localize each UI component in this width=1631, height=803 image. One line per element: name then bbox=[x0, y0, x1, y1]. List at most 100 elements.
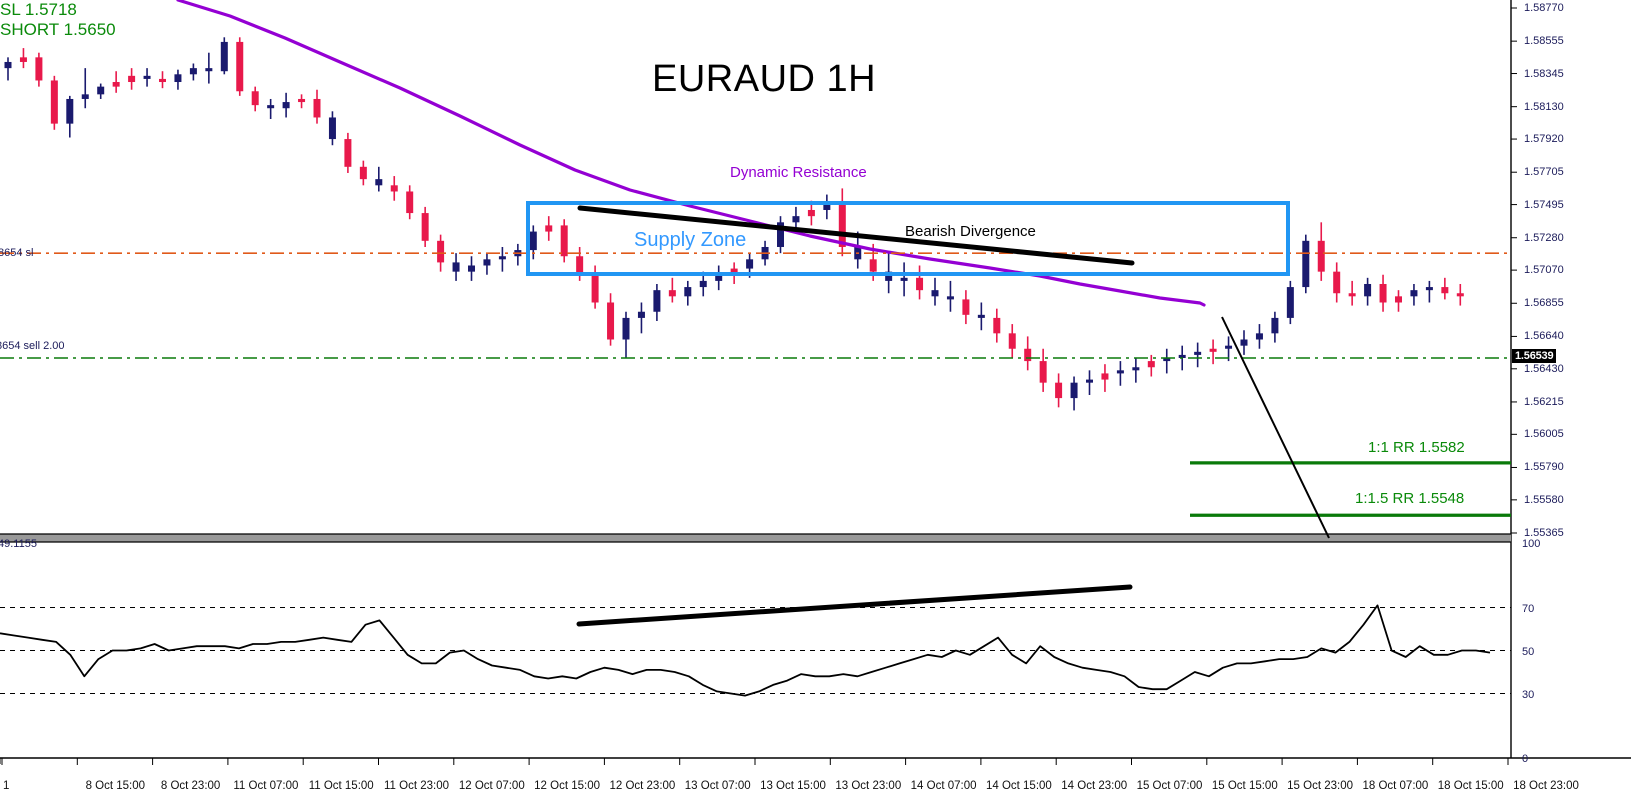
candle-body bbox=[1271, 317, 1279, 334]
supply-zone-label: Supply Zone bbox=[634, 229, 747, 251]
candle-body bbox=[205, 68, 213, 72]
candle-body bbox=[807, 209, 815, 217]
candle-body bbox=[869, 259, 877, 272]
candle-body bbox=[1255, 333, 1263, 340]
bearish-divergence-label: Bearish Divergence bbox=[905, 223, 1036, 240]
candle-body bbox=[421, 213, 429, 241]
price-tick-label: 1.55365 bbox=[1524, 527, 1564, 539]
candle-body bbox=[19, 57, 27, 62]
current-price-tag: 1.56539 bbox=[1512, 349, 1557, 363]
candle-body bbox=[1286, 287, 1294, 318]
candle-body bbox=[1441, 287, 1449, 294]
candle-body bbox=[298, 98, 306, 103]
candle-body bbox=[684, 287, 692, 297]
candle-body bbox=[282, 102, 290, 109]
candle-body bbox=[452, 262, 460, 272]
time-tick-label: 11 Oct 07:00 bbox=[233, 780, 299, 792]
time-tick-label: 11 Oct 23:00 bbox=[384, 780, 449, 792]
price-tick-label: 1.56430 bbox=[1524, 362, 1564, 375]
time-tick-label: 18 Oct 15:00 bbox=[1437, 780, 1504, 792]
price-projection-line[interactable] bbox=[1221, 316, 1330, 539]
candle-body bbox=[823, 203, 831, 210]
candle-body bbox=[1039, 361, 1047, 383]
candle-body bbox=[1055, 382, 1063, 399]
candle-body bbox=[792, 216, 800, 223]
candle-body bbox=[1101, 373, 1109, 380]
risk-reward-15-label: 1:1.5 RR 1.5548 bbox=[1355, 490, 1465, 507]
short-entry-label: SHORT 1.5650 bbox=[0, 20, 116, 39]
candle-body bbox=[1240, 339, 1248, 346]
candle-body bbox=[1194, 351, 1202, 355]
candle-body bbox=[529, 231, 537, 251]
candle-body bbox=[112, 82, 120, 87]
time-tick-label: 14 Oct 23:00 bbox=[1061, 780, 1128, 792]
candle-body bbox=[668, 290, 676, 297]
candle-body bbox=[359, 166, 367, 180]
pane-splitter bbox=[0, 534, 1511, 542]
candle-body bbox=[328, 117, 336, 140]
order-sell-line-label: 8654 sell 2.00 bbox=[0, 340, 65, 352]
time-tick-label: 13 Oct 07:00 bbox=[684, 780, 751, 792]
candle-body bbox=[1317, 240, 1325, 272]
price-tick-label: 1.57705 bbox=[1524, 166, 1564, 179]
candle-body bbox=[236, 41, 244, 92]
stop-loss-label: SL 1.5718 bbox=[0, 0, 77, 19]
candle-body bbox=[746, 259, 754, 269]
order-sl-line-label: 8654 sl bbox=[0, 247, 34, 259]
candle-body bbox=[1379, 283, 1387, 303]
time-tick-label: 15 Oct 15:00 bbox=[1211, 780, 1278, 792]
candle-body bbox=[607, 302, 615, 340]
candle-body bbox=[344, 139, 352, 167]
candle-body bbox=[962, 299, 970, 315]
candle-body bbox=[1132, 367, 1140, 371]
time-tick-label: 13 Oct 15:00 bbox=[760, 780, 826, 792]
price-tick-label: 1.56215 bbox=[1524, 395, 1564, 408]
candle-body bbox=[498, 256, 506, 260]
moving-average-line bbox=[176, 0, 1206, 307]
candle-body bbox=[66, 98, 74, 124]
time-tick-label: 8 Oct 23:00 bbox=[160, 780, 221, 792]
price-divergence-trendline[interactable] bbox=[577, 205, 1135, 266]
candle-body bbox=[313, 98, 321, 118]
rsi-current-value-label: 49.1155 bbox=[0, 538, 37, 550]
candle-body bbox=[576, 256, 584, 275]
supply-zone-box[interactable] bbox=[526, 201, 1290, 276]
candle-body bbox=[143, 75, 151, 79]
price-tick-label: 1.56640 bbox=[1524, 330, 1564, 343]
candle-body bbox=[885, 271, 893, 281]
price-tick-label: 1.58555 bbox=[1524, 35, 1564, 48]
candle-body bbox=[622, 317, 630, 340]
candle-body bbox=[1348, 293, 1356, 297]
candle-body bbox=[1116, 370, 1124, 374]
time-tick-label: 1 bbox=[3, 780, 10, 792]
time-tick-label: 18 Oct 23:00 bbox=[1513, 780, 1579, 792]
price-tick-label: 1.57280 bbox=[1524, 231, 1564, 244]
candle-body bbox=[715, 274, 723, 281]
price-tick-label: 1.58770 bbox=[1524, 2, 1564, 14]
candle-body bbox=[916, 277, 924, 291]
candle-body bbox=[35, 57, 43, 81]
candle-body bbox=[838, 203, 846, 247]
candle-body bbox=[483, 259, 491, 266]
candle-body bbox=[1302, 240, 1310, 288]
candle-body bbox=[1147, 361, 1155, 368]
candle-body bbox=[560, 225, 568, 257]
candle-body bbox=[900, 277, 908, 281]
candle-body bbox=[267, 105, 275, 109]
price-tick-label: 1.55580 bbox=[1524, 493, 1564, 506]
candle-body bbox=[174, 74, 182, 83]
candle-body bbox=[1456, 293, 1464, 297]
price-tick-label: 1.56855 bbox=[1524, 297, 1564, 310]
time-tick-label: 12 Oct 07:00 bbox=[458, 780, 525, 792]
candle-body bbox=[637, 311, 645, 318]
rsi-divergence-trendline[interactable] bbox=[576, 584, 1133, 627]
candle-body bbox=[1395, 296, 1402, 303]
candle-body bbox=[777, 222, 784, 247]
page-title: EURAUD 1H bbox=[652, 58, 877, 100]
candle-body bbox=[437, 240, 445, 263]
candle-body bbox=[1364, 283, 1372, 297]
candle-body bbox=[468, 265, 475, 272]
time-tick-label: 15 Oct 23:00 bbox=[1287, 780, 1354, 792]
dynamic-resistance-label: Dynamic Resistance bbox=[730, 164, 867, 181]
